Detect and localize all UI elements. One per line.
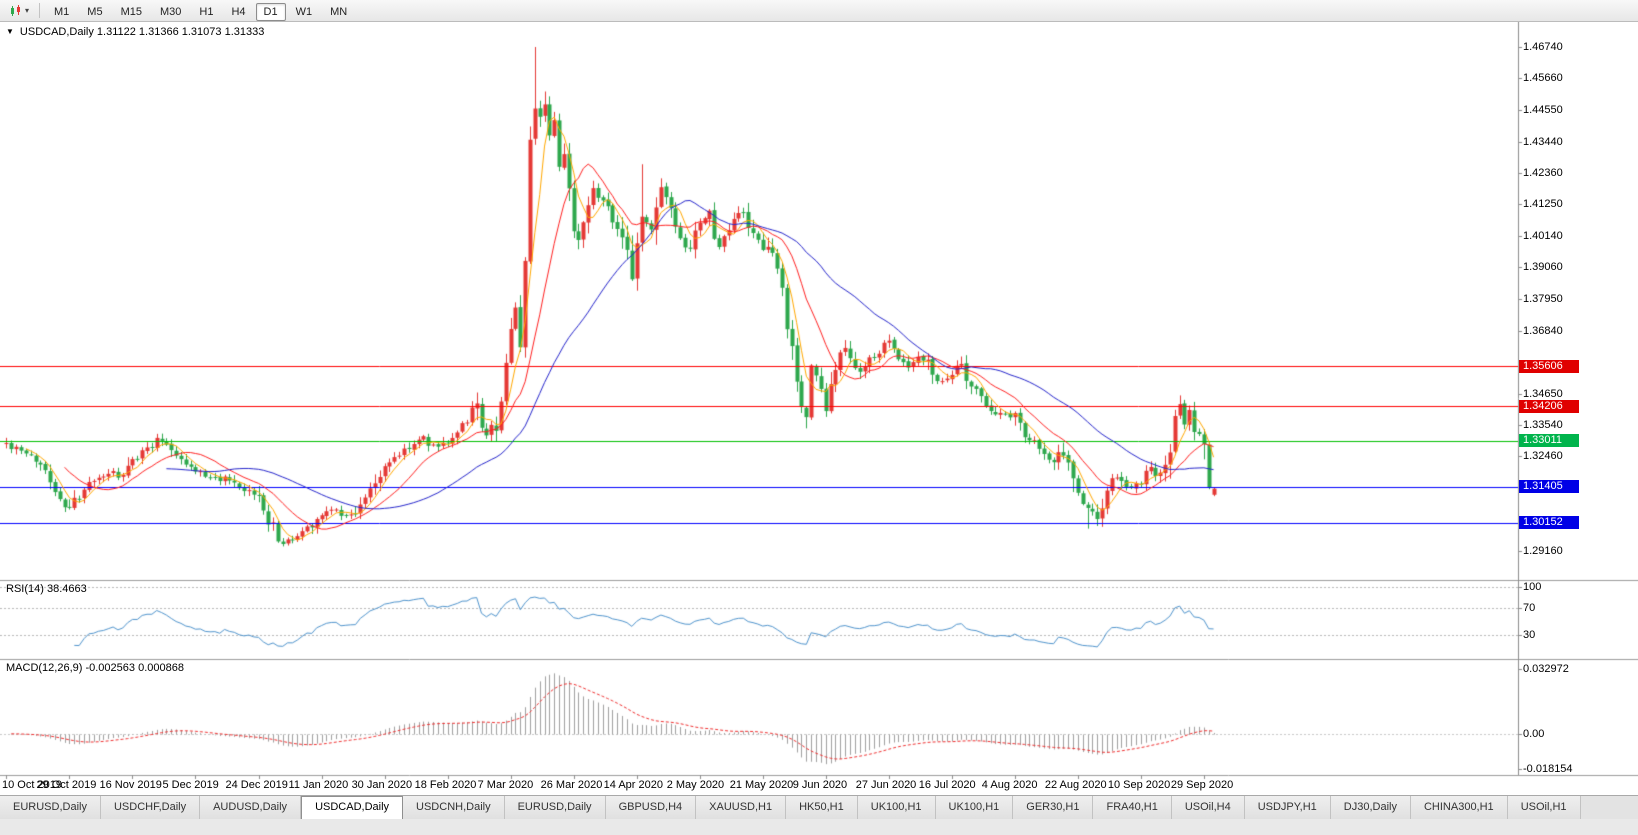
chart-type-button[interactable]: ▾ [4,3,34,19]
price-axis-tick: 1.43440 [1523,135,1563,148]
timeframe-button-m5[interactable]: M5 [87,5,103,18]
chart-tab-1-usdchf-daily[interactable]: USDCHF,Daily [100,796,201,819]
date-axis-label: 16 Jul 2020 [918,779,976,791]
chart-tab-5-eurusd-daily[interactable]: EURUSD,Daily [504,796,606,819]
chevron-down-icon: ▾ [25,5,30,15]
date-axis-label: 26 Mar 2020 [540,779,603,791]
chart-tab-11-ger30-h1[interactable]: GER30,H1 [1013,796,1094,819]
chart-tab-16-china300-h1[interactable]: CHINA300,H1 [1410,796,1508,819]
chart-tab-13-usoil-h4[interactable]: USOil,H4 [1171,796,1245,819]
price-line-badge[interactable]: 1.31405 [1519,480,1579,494]
toolbar: ▾ M1 M5 M15 M30 H1 H4 D1 W1 MN [0,0,1638,22]
chart-tab-17-usoil-h1[interactable]: USOil,H1 [1507,796,1581,819]
macd-axis-tick: 0.00 [1523,727,1545,740]
date-axis-label: 27 Jun 2020 [855,779,917,791]
price-axis-tick: 1.37950 [1523,293,1563,305]
timeframe-button-m15[interactable]: M15 [120,5,142,18]
price-axis-tick: 1.42360 [1523,166,1563,179]
chart-tab-9-uk100-h1[interactable]: UK100,H1 [857,796,936,819]
chart-tab-3-usdcad-daily[interactable]: USDCAD,Daily [301,796,404,819]
date-axis-label: 7 Mar 2020 [477,779,534,791]
toolbar-separator [39,3,41,18]
chart-tab-4-usdcnh-daily[interactable]: USDCNH,Daily [403,796,505,819]
price-axis-tick: 1.40140 [1523,230,1563,243]
date-axis-label: 29 Oct 2019 [36,779,97,791]
price-line-badge[interactable]: 1.35606 [1519,359,1579,373]
chart-dropdown-icon[interactable]: ▼ [6,27,14,36]
timeframe-button-h4[interactable]: H4 [231,5,246,18]
chart-tab-6-gbpusd-h4[interactable]: GBPUSD,H4 [605,796,697,819]
date-axis-label: 9 Jun 2020 [792,779,848,791]
date-axis-label: 21 May 2020 [729,779,794,791]
chart-tab-8-hk50-h1[interactable]: HK50,H1 [786,796,858,819]
timeframe-button-w1[interactable]: W1 [295,5,313,18]
date-axis-label: 5 Dec 2019 [162,779,219,791]
chart-ohlc-label: USDCAD,Daily 1.31122 1.31366 1.31073 1.3… [19,26,265,38]
price-axis-tick: 1.41250 [1523,198,1563,211]
price-axis-tick: 1.33540 [1523,419,1563,432]
date-axis-label: 10 Sep 2020 [1107,779,1171,791]
chart-canvas[interactable] [0,22,1638,795]
price-axis-tick: 1.46740 [1523,41,1563,53]
rsi-axis-tick: 70 [1523,602,1536,614]
price-line-badge[interactable]: 1.33011 [1519,434,1579,448]
price-axis-tick: 1.34650 [1523,387,1563,400]
timeframe-button-m30[interactable]: M30 [159,5,182,18]
price-axis-tick: 1.39060 [1523,261,1563,274]
timeframe-button-h1[interactable]: H1 [199,5,214,18]
price-axis-tick: 1.32460 [1523,450,1563,463]
price-line-badge[interactable]: 1.34206 [1519,399,1579,413]
date-axis-label: 10 Oct 2019 [2,779,62,791]
rsi-axis-tick: 100 [1523,581,1542,594]
date-axis-label: 18 Feb 2020 [414,779,477,791]
macd-indicator-label: MACD(12,26,9) -0.002563 0.000868 [6,662,184,674]
chart-tab-15-dj30-daily[interactable]: DJ30,Daily [1330,796,1411,819]
timeframe-button-d1[interactable]: D1 [255,2,286,21]
price-axis-tick: 1.45660 [1523,71,1563,84]
rsi-axis-tick: 30 [1523,629,1536,642]
date-axis-label: 2 May 2020 [666,779,725,791]
chart-area: ▼ USDCAD,Daily 1.31122 1.31366 1.31073 1… [0,22,1638,795]
chart-tab-7-xauusd-h1[interactable]: XAUUSD,H1 [696,796,787,819]
macd-axis-tick: 0.032972 [1523,662,1569,675]
date-axis-label: 14 Apr 2020 [603,779,663,791]
candlestick-chart-icon [11,4,20,16]
timeframe-button-m1[interactable]: M1 [54,5,70,18]
date-axis-label: 24 Dec 2019 [225,779,288,791]
date-axis-label: 4 Aug 2020 [981,779,1038,791]
macd-axis-tick: -0.018154 [1523,763,1573,776]
price-line-badge[interactable]: 1.30152 [1519,516,1579,530]
chart-title: ▼ USDCAD,Daily 1.31122 1.31366 1.31073 1… [6,26,264,38]
timeframe-button-mn[interactable]: MN [330,5,348,18]
date-axis-label: 16 Nov 2019 [99,779,162,791]
price-axis-tick: 1.36840 [1523,324,1563,337]
price-axis-tick: 1.29160 [1523,545,1563,557]
date-axis-label: 11 Jan 2020 [288,779,349,791]
timeframe-button-group: M1 M5 M15 M30 H1 H4 D1 W1 MN [45,2,356,21]
date-axis-label: 30 Jan 2020 [351,779,413,791]
chart-tab-0-eurusd-daily[interactable]: EURUSD,Daily [0,796,101,819]
chart-tab-12-fra40-h1[interactable]: FRA40,H1 [1093,796,1172,819]
chart-tab-bar: EURUSD,Daily USDCHF,Daily AUDUSD,Daily USDC… [0,795,1638,819]
date-axis-label: 22 Aug 2020 [1044,779,1107,791]
rsi-indicator-label: RSI(14) 38.4663 [6,583,87,595]
chart-tab-10-uk100-h1[interactable]: UK100,H1 [935,796,1014,819]
price-axis-tick: 1.44550 [1523,103,1563,116]
date-axis-label: 29 Sep 2020 [1170,779,1234,791]
chart-tab-2-audusd-daily[interactable]: AUDUSD,Daily [200,796,302,819]
chart-tab-14-usdjpy-h1[interactable]: USDJPY,H1 [1244,796,1331,819]
